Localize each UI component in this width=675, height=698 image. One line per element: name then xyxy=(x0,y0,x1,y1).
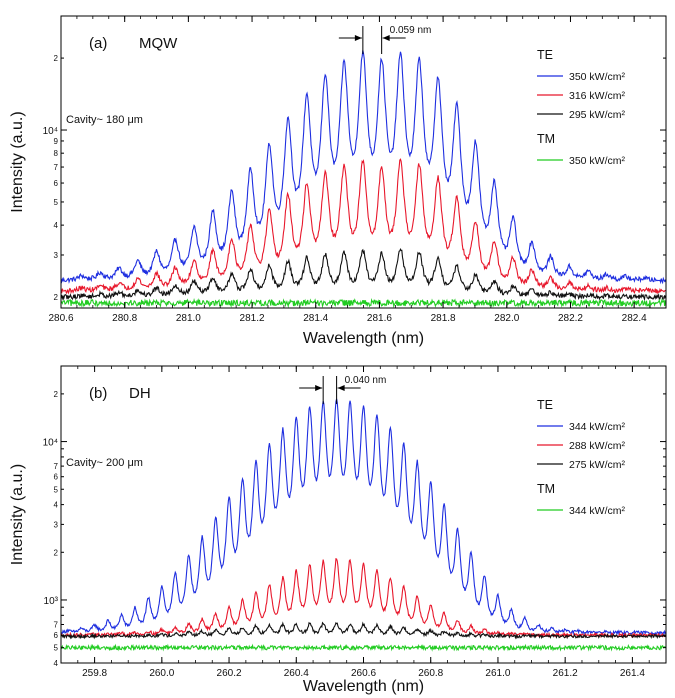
y-minor-tick-label: 6 xyxy=(54,473,59,482)
y-minor-tick-label: 2 xyxy=(54,390,59,399)
structure-label: DH xyxy=(129,385,151,402)
series-line-te-2 xyxy=(61,248,666,302)
x-tick-label: 261.0 xyxy=(485,668,510,679)
y-minor-tick-label: 5 xyxy=(54,644,59,653)
x-tick-label: 281.0 xyxy=(176,313,201,324)
y-minor-tick-label: 2 xyxy=(54,54,59,63)
legend-entry-label: 350 kW/cm² xyxy=(569,155,626,167)
legend-entry-label: 344 kW/cm² xyxy=(569,421,626,433)
series-line-te-2 xyxy=(61,621,666,640)
panel-label: (a) xyxy=(89,35,107,52)
y-minor-tick-label: 4 xyxy=(54,221,59,230)
y-minor-tick-label: 8 xyxy=(54,149,59,158)
x-axis-label: Wavelength (nm) xyxy=(303,330,424,347)
legend-heading: TM xyxy=(537,482,555,496)
y-minor-tick-label: 5 xyxy=(54,485,59,494)
legend-entry-label: 344 kW/cm² xyxy=(569,505,626,517)
spacing-annotation: 0.040 nm xyxy=(345,375,387,386)
plot-area xyxy=(61,50,666,308)
cavity-annotation: Cavity~ 200 μm xyxy=(66,457,143,469)
y-major-tick-label: 10⁴ xyxy=(43,126,58,137)
panel-label: (b) xyxy=(89,385,107,402)
y-minor-tick-label: 3 xyxy=(54,520,59,529)
y-major-tick-label: 10⁴ xyxy=(43,438,58,449)
y-minor-tick-label: 6 xyxy=(54,179,59,188)
x-tick-label: 282.2 xyxy=(558,313,583,324)
panel-a: 280.6 280.8 281.0 281.2 281.4 281.6 281.8 282.0… xyxy=(9,15,667,347)
x-tick-label: 261.2 xyxy=(553,668,578,679)
x-tick-label: 259.8 xyxy=(82,668,107,679)
y-axis-label: Intensity (a.u.) xyxy=(9,111,26,212)
y-minor-tick-label: 4 xyxy=(54,659,59,668)
x-tick-label: 280.8 xyxy=(112,313,137,324)
legend-entry-label: 316 kW/cm² xyxy=(569,90,626,102)
y-minor-tick-label: 7 xyxy=(54,462,59,471)
x-tick-label: 280.6 xyxy=(48,313,73,324)
y-minor-tick-label: 6 xyxy=(54,631,59,640)
legend-entry-label: 288 kW/cm² xyxy=(569,440,626,452)
y-major-tick-label: 10³ xyxy=(44,596,59,607)
spacing-arrowhead-left xyxy=(354,35,362,41)
x-tick-label: 281.8 xyxy=(431,313,456,324)
y-minor-tick-label: 3 xyxy=(54,251,59,260)
x-tick-label: 260.6 xyxy=(351,668,376,679)
y-minor-tick-label: 4 xyxy=(54,501,59,510)
y-minor-tick-label: 9 xyxy=(54,137,59,146)
y-minor-tick-label: 5 xyxy=(54,198,59,207)
spacing-arrowhead-left xyxy=(315,385,323,391)
y-minor-tick-label: 2 xyxy=(54,548,59,557)
series-line-te-0 xyxy=(61,398,666,636)
plot-area xyxy=(61,398,666,652)
x-tick-label: 261.4 xyxy=(620,668,645,679)
y-axis-label: Intensity (a.u.) xyxy=(9,464,26,565)
x-tick-label: 260.2 xyxy=(217,668,242,679)
legend-heading: TE xyxy=(537,48,553,62)
x-tick-label: 260.8 xyxy=(418,668,443,679)
spacing-arrowhead-right xyxy=(382,35,390,41)
series-line-tm-3 xyxy=(61,297,666,308)
x-tick-label: 281.6 xyxy=(367,313,392,324)
y-minor-tick-label: 7 xyxy=(54,621,59,630)
x-tick-label: 282.0 xyxy=(494,313,519,324)
spacing-arrowhead-right xyxy=(337,385,345,391)
panel-b: 259.8 260.0 260.2 260.4 260.6 260.8 261.0 261.2… xyxy=(9,365,667,695)
series-line-te-1 xyxy=(61,158,666,295)
x-tick-label: 281.4 xyxy=(303,313,328,324)
x-tick-label: 281.2 xyxy=(240,313,265,324)
y-minor-tick-label: 2 xyxy=(54,293,59,302)
series-line-te-0 xyxy=(61,50,666,285)
spacing-annotation: 0.059 nm xyxy=(390,25,432,36)
legend-entry-label: 295 kW/cm² xyxy=(569,109,626,121)
series-line-tm-3 xyxy=(61,643,666,652)
x-tick-label: 260.4 xyxy=(284,668,309,679)
legend-heading: TE xyxy=(537,398,553,412)
legend-entry-label: 350 kW/cm² xyxy=(569,71,626,83)
x-tick-label: 260.0 xyxy=(149,668,174,679)
structure-label: MQW xyxy=(139,35,178,52)
series-line-te-1 xyxy=(61,558,666,639)
x-tick-label: 282.4 xyxy=(622,313,647,324)
cavity-annotation: Cavity~ 180 μm xyxy=(66,114,143,126)
legend-entry-label: 275 kW/cm² xyxy=(569,459,626,471)
legend-heading: TM xyxy=(537,132,555,146)
y-minor-tick-label: 7 xyxy=(54,163,59,172)
x-axis-label: Wavelength (nm) xyxy=(303,678,424,695)
